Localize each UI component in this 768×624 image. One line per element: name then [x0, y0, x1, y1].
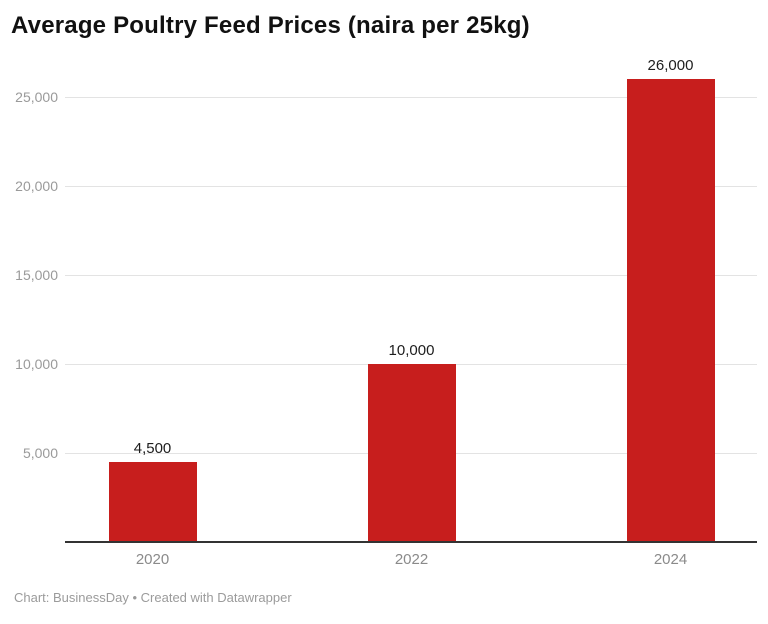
- bar-value-label: 26,000: [647, 57, 694, 75]
- y-axis-tick-label: 15,000: [15, 267, 58, 283]
- chart-attribution: Chart: BusinessDay • Created with Datawr…: [14, 590, 292, 605]
- y-axis-tick-label: 20,000: [15, 178, 58, 194]
- x-axis-tick-label: 2022: [394, 551, 429, 568]
- x-axis-tick-label: 2024: [653, 551, 688, 568]
- x-axis-tick-label: 2020: [135, 551, 170, 568]
- bar-2022: [367, 364, 456, 542]
- y-axis-tick-label: 5,000: [22, 445, 58, 461]
- bar-value-label: 4,500: [133, 439, 172, 457]
- bar-value-label: 10,000: [388, 342, 435, 359]
- bar-2020: [108, 461, 197, 542]
- y-gridline: [65, 186, 757, 187]
- y-axis-tick-label: 25,000: [15, 89, 58, 105]
- y-axis-tick-label: 10,000: [15, 356, 58, 372]
- y-gridline: [65, 275, 757, 276]
- y-gridline: [65, 97, 757, 98]
- chart-title: Average Poultry Feed Prices (naira per 2…: [11, 12, 530, 39]
- bar-2024: [626, 79, 715, 542]
- x-axis-line: [65, 541, 757, 543]
